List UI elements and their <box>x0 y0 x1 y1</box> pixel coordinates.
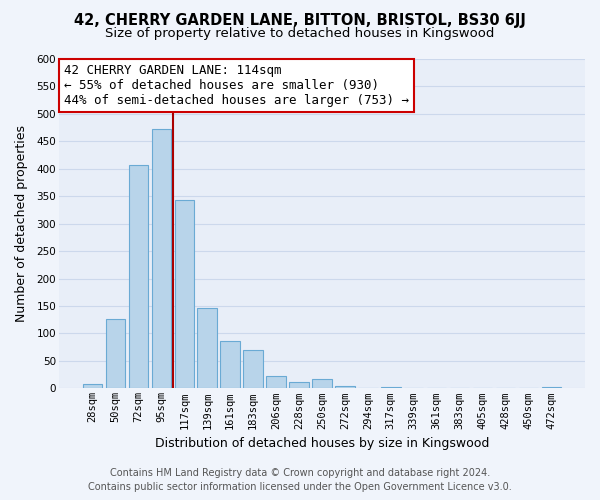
Bar <box>244 350 263 389</box>
Bar <box>197 308 217 388</box>
Bar <box>289 382 309 388</box>
Text: Contains HM Land Registry data © Crown copyright and database right 2024.
Contai: Contains HM Land Registry data © Crown c… <box>88 468 512 492</box>
Text: Size of property relative to detached houses in Kingswood: Size of property relative to detached ho… <box>106 28 494 40</box>
Bar <box>175 200 194 388</box>
Bar <box>312 379 332 388</box>
Bar <box>106 318 125 388</box>
Bar <box>266 376 286 388</box>
Bar <box>335 386 355 388</box>
Text: 42 CHERRY GARDEN LANE: 114sqm
← 55% of detached houses are smaller (930)
44% of : 42 CHERRY GARDEN LANE: 114sqm ← 55% of d… <box>64 64 409 107</box>
Text: 42, CHERRY GARDEN LANE, BITTON, BRISTOL, BS30 6JJ: 42, CHERRY GARDEN LANE, BITTON, BRISTOL,… <box>74 12 526 28</box>
Bar <box>220 340 240 388</box>
Y-axis label: Number of detached properties: Number of detached properties <box>15 125 28 322</box>
Bar <box>152 128 171 388</box>
Bar <box>83 384 102 388</box>
X-axis label: Distribution of detached houses by size in Kingswood: Distribution of detached houses by size … <box>155 437 489 450</box>
Bar <box>128 165 148 388</box>
